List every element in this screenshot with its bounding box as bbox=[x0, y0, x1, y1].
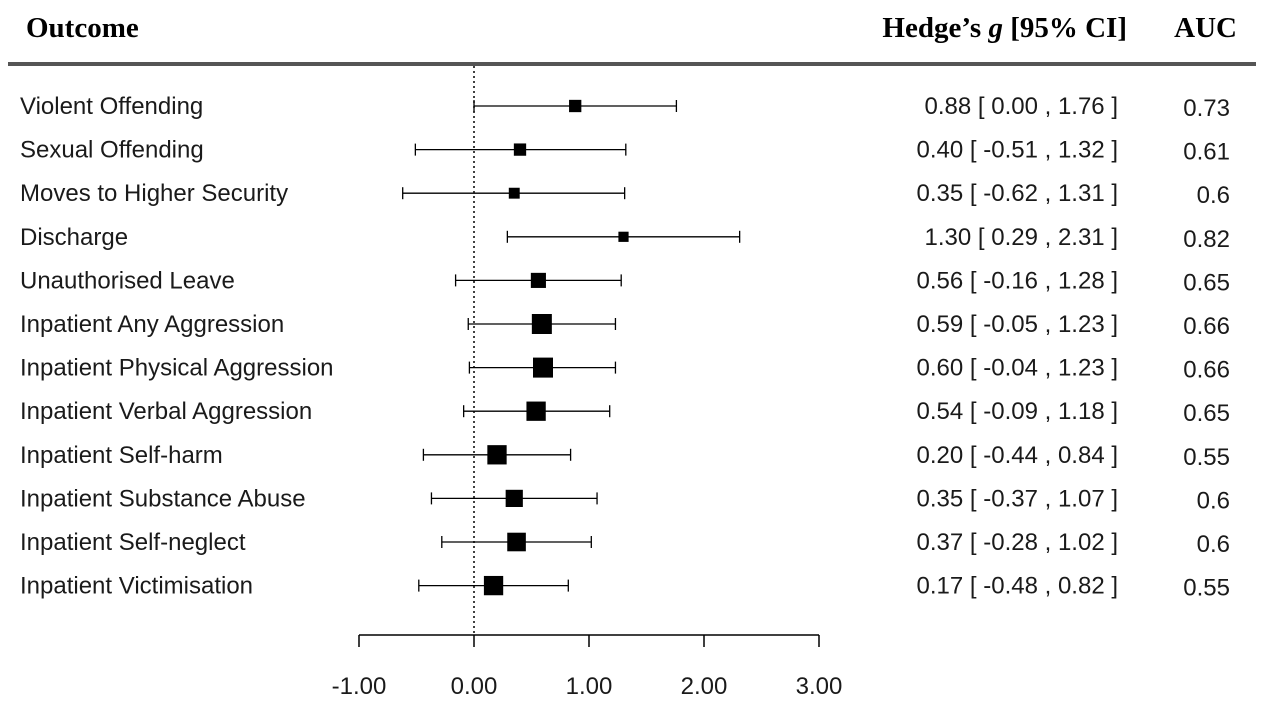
auc-value: 0.66 bbox=[1183, 313, 1230, 340]
outcome-label: Inpatient Victimisation bbox=[20, 573, 253, 600]
effect-marker bbox=[533, 357, 553, 378]
auc-value: 0.6 bbox=[1197, 182, 1230, 209]
outcome-label: Sexual Offending bbox=[20, 137, 204, 164]
effect-size-header-suffix: [95% CI] bbox=[1002, 12, 1127, 44]
auc-value: 0.65 bbox=[1183, 400, 1230, 427]
effect-size-column-header: Hedge’s g [95% CI] bbox=[882, 12, 1127, 45]
effect-ci-value: 0.35 [ -0.37 , 1.07 ] bbox=[917, 485, 1118, 512]
outcome-label: Discharge bbox=[20, 224, 128, 251]
effect-size-header-prefix: Hedge’s bbox=[882, 12, 989, 44]
x-tick-label: 2.00 bbox=[681, 673, 728, 700]
effect-ci-value: 0.17 [ -0.48 , 0.82 ] bbox=[917, 573, 1118, 600]
outcome-column-header: Outcome bbox=[26, 12, 139, 44]
effect-marker bbox=[618, 231, 629, 242]
auc-value: 0.65 bbox=[1183, 269, 1230, 296]
outcome-label: Inpatient Verbal Aggression bbox=[20, 398, 312, 425]
auc-value: 0.55 bbox=[1183, 575, 1230, 602]
effect-ci-value: 0.37 [ -0.28 , 1.02 ] bbox=[917, 529, 1118, 556]
outcome-label: Inpatient Physical Aggression bbox=[20, 355, 334, 382]
effect-ci-value: 0.35 [ -0.62 , 1.31 ] bbox=[917, 180, 1118, 207]
outcome-label: Moves to Higher Security bbox=[20, 180, 288, 207]
effect-marker bbox=[487, 445, 507, 465]
effect-marker bbox=[507, 532, 526, 552]
effect-marker bbox=[530, 272, 546, 288]
x-tick-label: 3.00 bbox=[796, 673, 843, 700]
effect-marker bbox=[505, 489, 523, 507]
effect-marker bbox=[531, 314, 552, 334]
effect-ci-value: 0.40 [ -0.51 , 1.32 ] bbox=[917, 137, 1118, 164]
effect-marker bbox=[526, 401, 546, 421]
x-tick-label: 0.00 bbox=[451, 673, 498, 700]
effect-ci-value: 1.30 [ 0.29 , 2.31 ] bbox=[925, 224, 1118, 251]
auc-column-header: AUC bbox=[1174, 12, 1237, 44]
auc-value: 0.61 bbox=[1183, 139, 1230, 166]
auc-value: 0.6 bbox=[1197, 487, 1230, 514]
effect-marker bbox=[508, 187, 520, 199]
effect-ci-value: 0.54 [ -0.09 , 1.18 ] bbox=[917, 398, 1118, 425]
auc-value: 0.55 bbox=[1183, 444, 1230, 471]
effect-marker bbox=[569, 99, 582, 113]
outcome-label: Inpatient Self-harm bbox=[20, 442, 223, 469]
auc-value: 0.73 bbox=[1183, 95, 1230, 122]
auc-value: 0.66 bbox=[1183, 357, 1230, 384]
outcome-label: Violent Offending bbox=[20, 93, 203, 120]
effect-marker bbox=[513, 143, 527, 156]
auc-value: 0.82 bbox=[1183, 226, 1230, 253]
effect-ci-value: 0.20 [ -0.44 , 0.84 ] bbox=[917, 442, 1118, 469]
x-tick-label: 1.00 bbox=[566, 673, 613, 700]
effect-ci-value: 0.88 [ 0.00 , 1.76 ] bbox=[925, 93, 1118, 120]
effect-ci-value: 0.56 [ -0.16 , 1.28 ] bbox=[917, 267, 1118, 294]
outcome-label: Inpatient Self-neglect bbox=[20, 529, 246, 556]
effect-size-header-italic: g bbox=[988, 12, 1003, 44]
outcome-label: Inpatient Substance Abuse bbox=[20, 485, 306, 512]
header-rule bbox=[8, 62, 1256, 66]
auc-value: 0.6 bbox=[1197, 531, 1230, 558]
effect-marker bbox=[483, 575, 504, 596]
effect-ci-value: 0.60 [ -0.04 , 1.23 ] bbox=[917, 355, 1118, 382]
x-tick-label: -1.00 bbox=[332, 673, 387, 700]
outcome-label: Inpatient Any Aggression bbox=[20, 311, 284, 338]
effect-ci-value: 0.59 [ -0.05 , 1.23 ] bbox=[917, 311, 1118, 338]
outcome-label: Unauthorised Leave bbox=[20, 267, 235, 294]
